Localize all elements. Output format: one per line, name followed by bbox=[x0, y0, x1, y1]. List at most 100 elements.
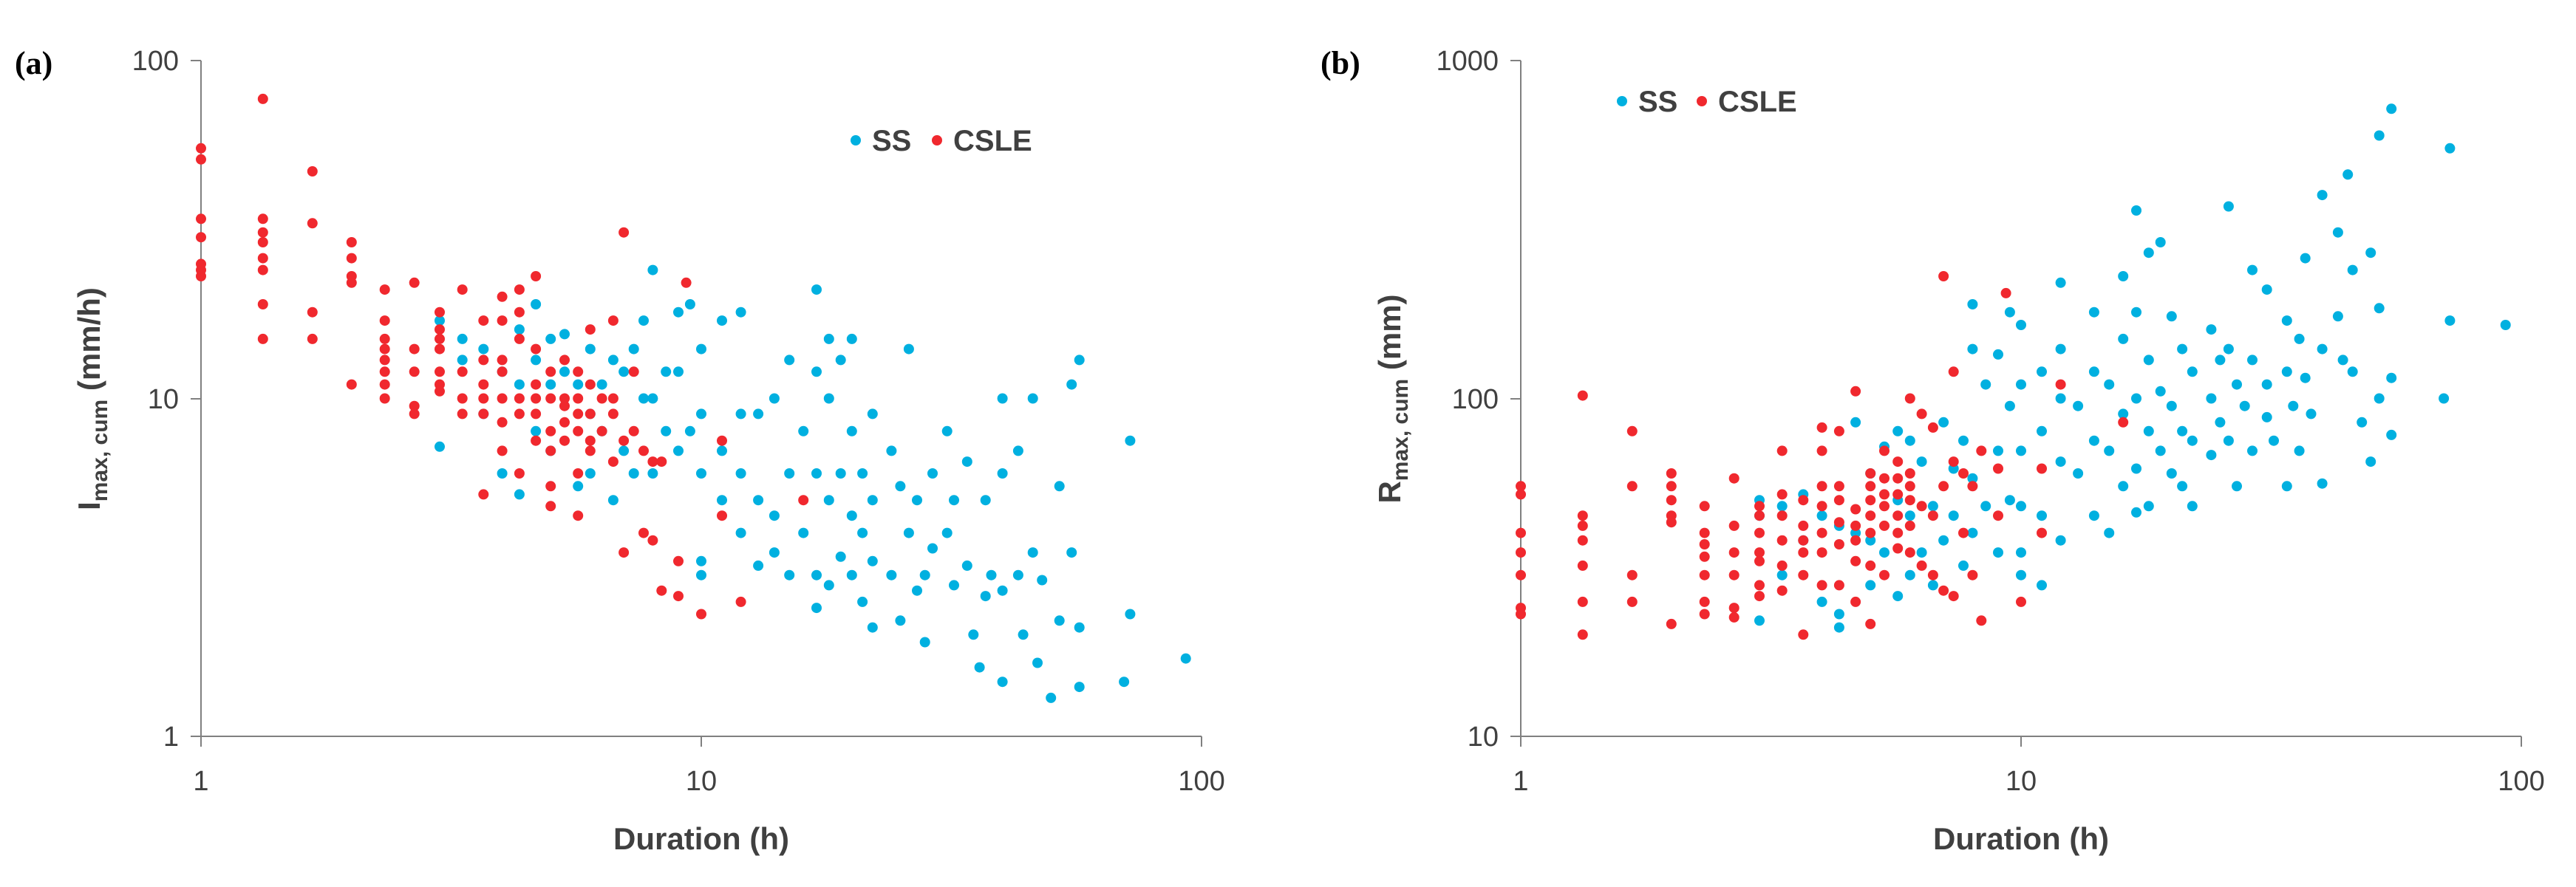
panel-b-point-csle bbox=[1850, 555, 1861, 566]
panel-a-point-csle bbox=[573, 366, 584, 377]
panel-a-point-csle bbox=[346, 237, 357, 247]
panel-b-point-csle bbox=[1798, 535, 1809, 546]
panel-b-point-ss bbox=[2016, 501, 2026, 512]
panel-a-point-csle bbox=[514, 306, 525, 318]
panel-b-point-ss bbox=[2232, 481, 2242, 492]
panel-a-point-csle bbox=[681, 277, 692, 288]
panel-a-point-ss bbox=[673, 366, 684, 377]
panel-a-point-ss bbox=[980, 495, 991, 506]
panel-b-point-ss bbox=[1776, 569, 1788, 581]
panel-a-point-ss bbox=[811, 284, 822, 295]
panel-b-point-csle bbox=[1879, 473, 1890, 484]
panel-a-point-ss bbox=[784, 569, 795, 581]
panel-b-point-ss bbox=[1980, 379, 1991, 390]
panel-b-point-ss bbox=[1916, 547, 1927, 558]
panel-b-point-ss bbox=[2037, 425, 2047, 436]
panel-a-point-csle bbox=[457, 393, 468, 404]
panel-a-point-csle bbox=[647, 535, 658, 546]
panel-a-y-axis-title-sub: max, cum bbox=[88, 400, 112, 501]
panel-a-point-ss bbox=[835, 551, 846, 562]
panel-b-point-ss bbox=[2500, 320, 2511, 330]
panel-b-point-csle bbox=[1993, 463, 2003, 474]
panel-b-point-ss bbox=[1916, 456, 1927, 468]
panel-b-point-csle bbox=[1958, 468, 1969, 479]
panel-b-x-axis-title: Duration (h) bbox=[1933, 821, 2109, 856]
panel-b-point-ss bbox=[1967, 299, 1978, 309]
panel-b-point-ss bbox=[1865, 580, 1876, 591]
panel-a-point-ss bbox=[647, 468, 658, 479]
panel-b-point-ss bbox=[2300, 372, 2311, 383]
panel-a-point-csle bbox=[628, 425, 639, 436]
panel-b-point-ss bbox=[2073, 468, 2084, 479]
panel-b-point-csle bbox=[1754, 501, 1765, 512]
panel-b-point-ss bbox=[1967, 527, 1978, 538]
panel-b-point-ss bbox=[2223, 343, 2234, 355]
panel-b-point-csle bbox=[1816, 445, 1827, 456]
panel-a-point-ss bbox=[784, 468, 795, 479]
panel-b-point-ss bbox=[1904, 435, 1915, 446]
panel-b-point-csle bbox=[1904, 393, 1915, 404]
panel-a-point-csle bbox=[573, 408, 584, 419]
panel-a-point-csle bbox=[514, 408, 525, 419]
panel-a-point-csle bbox=[196, 271, 206, 281]
panel-a-point-ss bbox=[585, 468, 596, 479]
panel-a-point-ss bbox=[457, 355, 468, 366]
panel-a-point-ss bbox=[974, 662, 985, 673]
panel-a-point-ss bbox=[857, 527, 868, 538]
panel-a-point-ss bbox=[1032, 657, 1043, 668]
panel-a-x-axis-ticks: 1 10 100 bbox=[193, 736, 1225, 797]
panel-b-point-csle bbox=[1967, 481, 1978, 492]
panel-b-y-tick-label: 10 bbox=[1468, 722, 1499, 753]
panel-b-point-ss bbox=[2118, 481, 2129, 492]
panel-b-point-ss bbox=[1993, 547, 2003, 558]
panel-a-y-axis-title-main: I bbox=[72, 501, 106, 510]
panel-a-point-csle bbox=[514, 284, 525, 295]
panel-a-legend-label-ss: SS bbox=[872, 125, 911, 157]
panel-b-point-ss bbox=[2294, 445, 2305, 456]
panel-a-point-csle bbox=[409, 408, 420, 419]
panel-a-point-csle bbox=[573, 393, 584, 404]
panel-b-point-csle bbox=[1754, 547, 1765, 558]
panel-a-point-csle bbox=[531, 408, 542, 419]
panel-a-point-csle bbox=[409, 366, 420, 377]
panel-a-point-ss bbox=[1054, 481, 1065, 492]
panel-b-point-csle bbox=[1865, 510, 1876, 521]
panel-b-point-ss bbox=[2239, 400, 2250, 411]
panel-b-point-csle bbox=[1699, 609, 1710, 620]
panel-b-point-csle bbox=[1728, 547, 1740, 558]
panel-a-point-csle bbox=[497, 291, 508, 302]
panel-a-point-ss bbox=[1046, 692, 1057, 703]
panel-a-point-ss bbox=[949, 580, 959, 591]
panel-b-point-csle bbox=[1976, 445, 1987, 456]
panel-a-point-csle bbox=[607, 393, 619, 404]
panel-a-y-tick-label: 1 bbox=[163, 722, 179, 753]
panel-a-point-ss bbox=[997, 468, 1008, 479]
panel-b-point-ss bbox=[2342, 169, 2354, 180]
panel-b-point-ss bbox=[1938, 535, 1949, 546]
panel-a-point-ss bbox=[457, 333, 468, 344]
panel-a-point-csle bbox=[435, 324, 445, 335]
panel-a-point-csle bbox=[257, 333, 268, 344]
panel-b-point-csle bbox=[1728, 612, 1740, 623]
panel-b-point-ss bbox=[1938, 417, 1949, 428]
panel-a-point-ss bbox=[784, 355, 795, 366]
panel-a-point-ss bbox=[628, 343, 639, 355]
panel-a-point-csle bbox=[196, 143, 206, 154]
panel-a-point-csle bbox=[307, 306, 318, 318]
panel-a-y-axis-ticks: 1 10 100 bbox=[132, 46, 201, 753]
panel-a-point-ss bbox=[949, 495, 959, 506]
panel-b-point-csle bbox=[1879, 445, 1890, 456]
panel-a-point-ss bbox=[1027, 393, 1038, 404]
panel-b-point-ss bbox=[2055, 277, 2066, 288]
panel-b-point-csle bbox=[1516, 527, 1526, 538]
panel-b-point-csle bbox=[1865, 481, 1876, 492]
panel-a-point-csle bbox=[638, 527, 649, 538]
panel-a-point-csle bbox=[457, 408, 468, 419]
panel-a-point-ss bbox=[684, 299, 695, 309]
panel-a-point-csle bbox=[638, 445, 649, 456]
panel-a-point-csle bbox=[346, 379, 357, 390]
panel-b-point-csle bbox=[1699, 596, 1710, 607]
panel-b-point-csle bbox=[1916, 560, 1927, 571]
panel-a-point-csle bbox=[435, 386, 445, 397]
panel-b-point-csle bbox=[2037, 527, 2047, 538]
